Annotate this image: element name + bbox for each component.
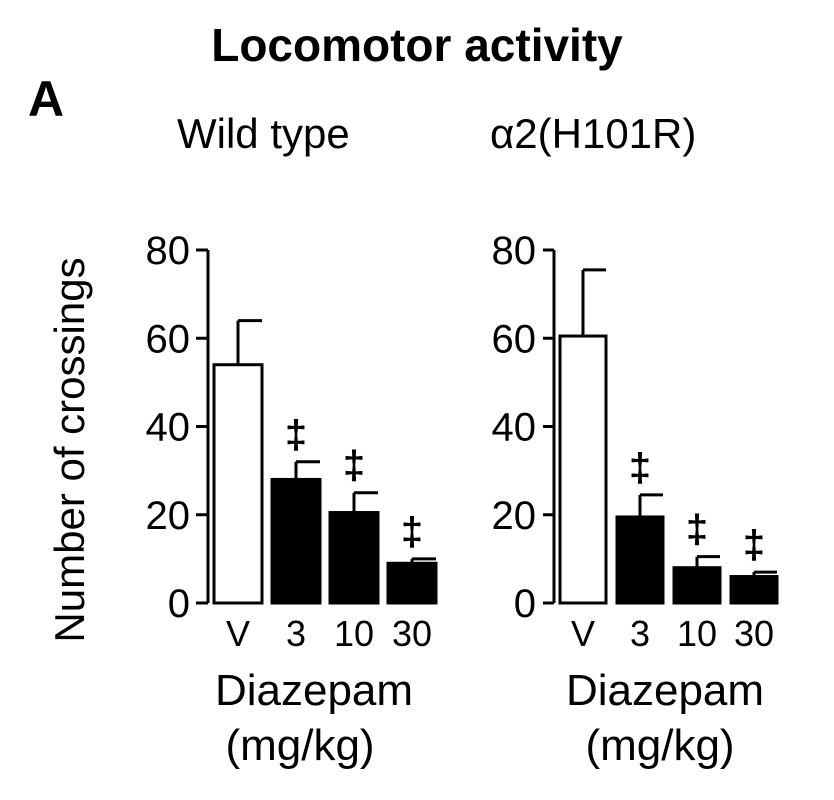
bar	[386, 561, 438, 605]
x-tick-label: 3	[286, 613, 306, 654]
y-tick-label: 0	[514, 582, 536, 626]
x-axis-label-unit: (mg/kg)	[225, 721, 374, 770]
significance-marker: ‡	[686, 508, 708, 552]
y-tick-label: 20	[146, 494, 191, 538]
panel-title-wild-type: Wild type	[177, 110, 350, 157]
x-tick-label: 10	[334, 613, 374, 654]
y-tick-label: 40	[146, 406, 191, 450]
x-tick-label: 30	[392, 613, 432, 654]
significance-marker: ‡	[743, 523, 765, 567]
significance-marker: ‡	[285, 413, 307, 457]
x-axis-label: Diazepam	[215, 666, 413, 715]
bar	[615, 515, 665, 605]
bar	[558, 334, 608, 605]
panel-label: A	[28, 71, 65, 127]
x-tick-label: 3	[630, 613, 650, 654]
x-tick-label: 10	[677, 613, 717, 654]
x-tick-label: V	[226, 613, 250, 654]
x-axis-label: Diazepam	[566, 666, 764, 715]
figure-title: Locomotor activity	[211, 19, 623, 71]
x-tick-label: V	[571, 613, 595, 654]
significance-marker: ‡	[629, 446, 651, 490]
bar	[270, 477, 322, 605]
bar	[672, 566, 722, 605]
panel-title-mutant: α2(H101R)	[490, 110, 697, 157]
significance-marker: ‡	[401, 510, 423, 554]
y-tick-label: 60	[146, 317, 191, 361]
y-tick-label: 80	[492, 229, 537, 273]
y-tick-label: 20	[492, 494, 537, 538]
y-tick-label: 60	[492, 317, 537, 361]
x-tick-label: 30	[734, 613, 774, 654]
bar	[212, 363, 264, 605]
bar	[729, 575, 779, 605]
y-tick-label: 0	[168, 582, 190, 626]
y-tick-label: 80	[146, 229, 191, 273]
significance-marker: ‡	[343, 444, 365, 488]
y-tick-label: 40	[492, 406, 537, 450]
x-axis-label-unit: (mg/kg)	[585, 721, 734, 770]
bar	[328, 511, 380, 605]
